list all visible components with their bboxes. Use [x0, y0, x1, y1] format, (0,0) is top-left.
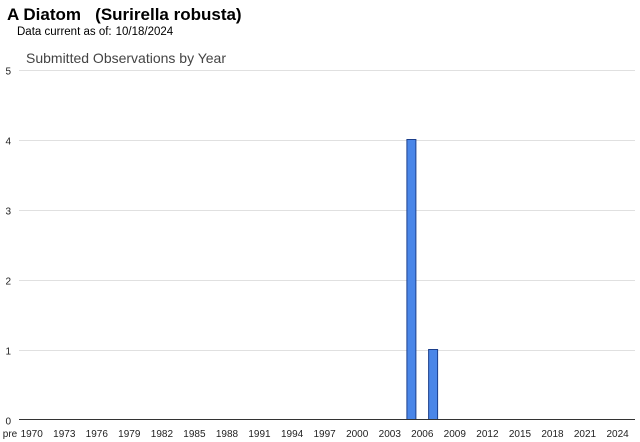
x-tick-label-2015: 2015: [509, 429, 532, 440]
x-tick-label-1973: 1973: [53, 429, 76, 440]
species-common-name: A Diatom: [7, 5, 81, 24]
x-tick-label-2000: 2000: [346, 429, 369, 440]
chart-title: Submitted Observations by Year: [26, 50, 226, 66]
x-tick-label-2003: 2003: [379, 429, 402, 440]
gridlines: [19, 70, 635, 351]
x-tick-label-1988: 1988: [216, 429, 239, 440]
x-tick-label-1976: 1976: [86, 429, 109, 440]
x-tick-label-2024: 2024: [606, 429, 629, 440]
x-tick-label-1970: 1970: [21, 429, 44, 440]
x-tick-label-1982: 1982: [151, 429, 174, 440]
x-tick-label-pre: pre: [3, 429, 18, 440]
x-tick-label-2012: 2012: [476, 429, 499, 440]
x-tick-label-1979: 1979: [118, 429, 141, 440]
data-current-label: Data current as of:: [17, 26, 112, 38]
x-tick-label-2021: 2021: [574, 429, 597, 440]
bar-2007: [428, 349, 439, 420]
x-tick-label-1994: 1994: [281, 429, 304, 440]
x-tick-label-1997: 1997: [313, 429, 336, 440]
y-tick-label-0: 0: [5, 417, 11, 428]
bar-2005: [406, 139, 417, 420]
y-tick-label-3: 3: [5, 207, 11, 218]
y-tick-label-5: 5: [5, 67, 11, 78]
data-current-note: Data current as of: 10/18/2024: [17, 26, 173, 38]
y-tick-label-1: 1: [5, 347, 11, 358]
page-title: A Diatom (Surirella robusta): [7, 5, 242, 25]
y-tick-label-4: 4: [5, 137, 11, 148]
x-tick-label-1991: 1991: [248, 429, 271, 440]
x-tick-label-2006: 2006: [411, 429, 434, 440]
species-scientific-name: (Surirella robusta): [95, 5, 242, 24]
x-tick-label-2018: 2018: [541, 429, 564, 440]
bars: [406, 139, 439, 420]
x-tick-label-2009: 2009: [444, 429, 467, 440]
x-tick-label-1985: 1985: [183, 429, 206, 440]
y-axis-tick-labels: 0 1 2 3 4 5: [5, 67, 11, 428]
data-current-date: 10/18/2024: [115, 26, 174, 38]
y-tick-label-2: 2: [5, 277, 11, 288]
x-axis-tick-labels: pre 1970 1973 1976 1979 1982 1985 1988 1991 1994 1…: [3, 429, 629, 440]
